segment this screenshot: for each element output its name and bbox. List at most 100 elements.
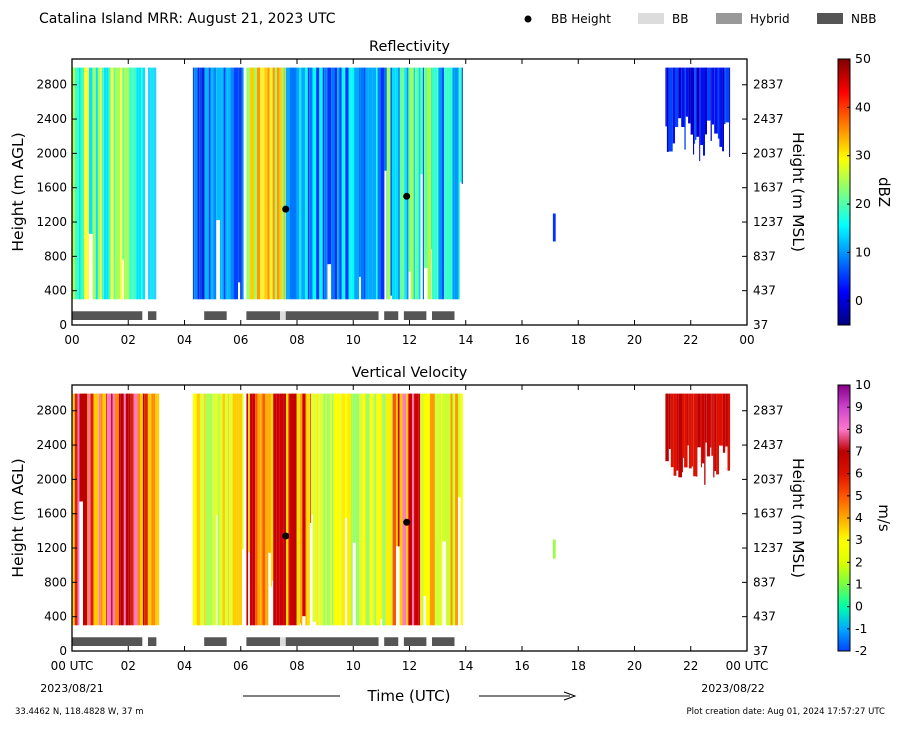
field-column — [323, 394, 325, 626]
field-column — [246, 68, 248, 300]
field-column — [103, 394, 107, 626]
field-column — [97, 394, 99, 626]
field-column — [359, 68, 361, 277]
x-tick-label: 18 — [571, 659, 586, 673]
field-column — [423, 68, 424, 300]
field-column — [327, 394, 328, 626]
field-column — [354, 68, 356, 300]
x-tick-label: 12 — [402, 333, 417, 347]
field-column — [136, 68, 139, 300]
field-column — [718, 68, 720, 139]
legend-label: NBB — [851, 12, 876, 26]
field-column — [228, 394, 229, 626]
y-tick-label: 1200 — [36, 541, 67, 555]
field-column — [408, 394, 412, 626]
field-column — [711, 394, 713, 456]
field-column — [323, 68, 325, 300]
field-column — [289, 394, 290, 626]
field-column — [299, 68, 300, 300]
field-column — [277, 68, 280, 300]
field-column — [387, 68, 390, 300]
y-tick-label: 2800 — [36, 404, 67, 418]
colorbar-tick-label: 50 — [855, 51, 871, 66]
field-column — [705, 68, 707, 135]
field-column — [133, 68, 134, 300]
y-tick-label-right: 2837 — [753, 404, 784, 418]
colorbar-tick-label: 6 — [855, 466, 863, 481]
field-column — [220, 68, 222, 300]
legend-label: BB — [672, 12, 688, 26]
field-column — [225, 394, 228, 626]
field-column — [444, 68, 446, 300]
field-column — [455, 68, 459, 300]
field-column — [250, 68, 254, 300]
field-column — [347, 394, 351, 626]
field-column — [294, 394, 297, 626]
field-column — [239, 394, 242, 625]
field-column — [318, 394, 320, 626]
colorbar-label: m/s — [875, 504, 893, 532]
field-column — [137, 394, 140, 626]
field-column — [218, 394, 220, 626]
field-column — [332, 394, 334, 626]
field-column — [420, 394, 421, 626]
y-tick-label-right: 837 — [753, 575, 776, 589]
field-column — [667, 68, 669, 152]
field-column — [230, 68, 233, 300]
field-column — [248, 394, 250, 553]
field-column — [75, 68, 79, 300]
field-column — [87, 68, 89, 300]
field-column — [280, 394, 284, 626]
colorbar-tick-label: 7 — [855, 444, 863, 459]
field-column — [375, 394, 377, 626]
field-column — [433, 394, 435, 626]
field-column — [396, 394, 398, 546]
field-column — [435, 394, 436, 626]
field-column — [129, 68, 133, 300]
classification-segment-nbb — [384, 637, 398, 646]
field-column — [123, 68, 124, 260]
field-column — [392, 394, 393, 626]
field-column — [309, 68, 312, 300]
field-column — [290, 394, 294, 626]
field-column — [151, 394, 154, 626]
field-column — [140, 394, 143, 626]
field-column — [682, 394, 683, 473]
field-column — [99, 394, 101, 626]
classification-segment-nbb — [204, 311, 227, 320]
field-column — [84, 68, 87, 300]
field-column — [308, 68, 309, 300]
field-column — [111, 394, 113, 626]
field-column — [209, 394, 212, 626]
field-column — [155, 394, 157, 626]
classification-segment-nbb — [204, 637, 227, 646]
field-column — [701, 394, 702, 468]
field-column — [313, 394, 317, 622]
field-column — [675, 68, 678, 127]
field-column — [302, 68, 306, 300]
field-column — [129, 394, 131, 626]
field-column — [361, 68, 365, 300]
field-column — [75, 394, 78, 626]
field-column — [335, 68, 338, 300]
field-column — [204, 394, 205, 626]
field-column — [446, 394, 447, 626]
field-column — [236, 394, 239, 626]
field-column — [455, 394, 458, 626]
field-column — [357, 68, 360, 300]
field-column — [78, 394, 80, 626]
field-column — [345, 394, 347, 518]
colorbar-tick-label: 30 — [855, 148, 871, 163]
field-column — [424, 68, 427, 268]
field-column — [437, 68, 438, 300]
field-column — [254, 68, 257, 300]
colorbar-tick-label: 2 — [855, 554, 863, 569]
field-column — [193, 68, 194, 300]
field-heatmap — [72, 68, 730, 300]
field-column — [684, 68, 685, 150]
field-column — [143, 394, 144, 626]
y-tick-label: 2400 — [36, 112, 67, 126]
field-column — [268, 394, 271, 553]
legend-swatch-hybrid — [716, 13, 742, 24]
